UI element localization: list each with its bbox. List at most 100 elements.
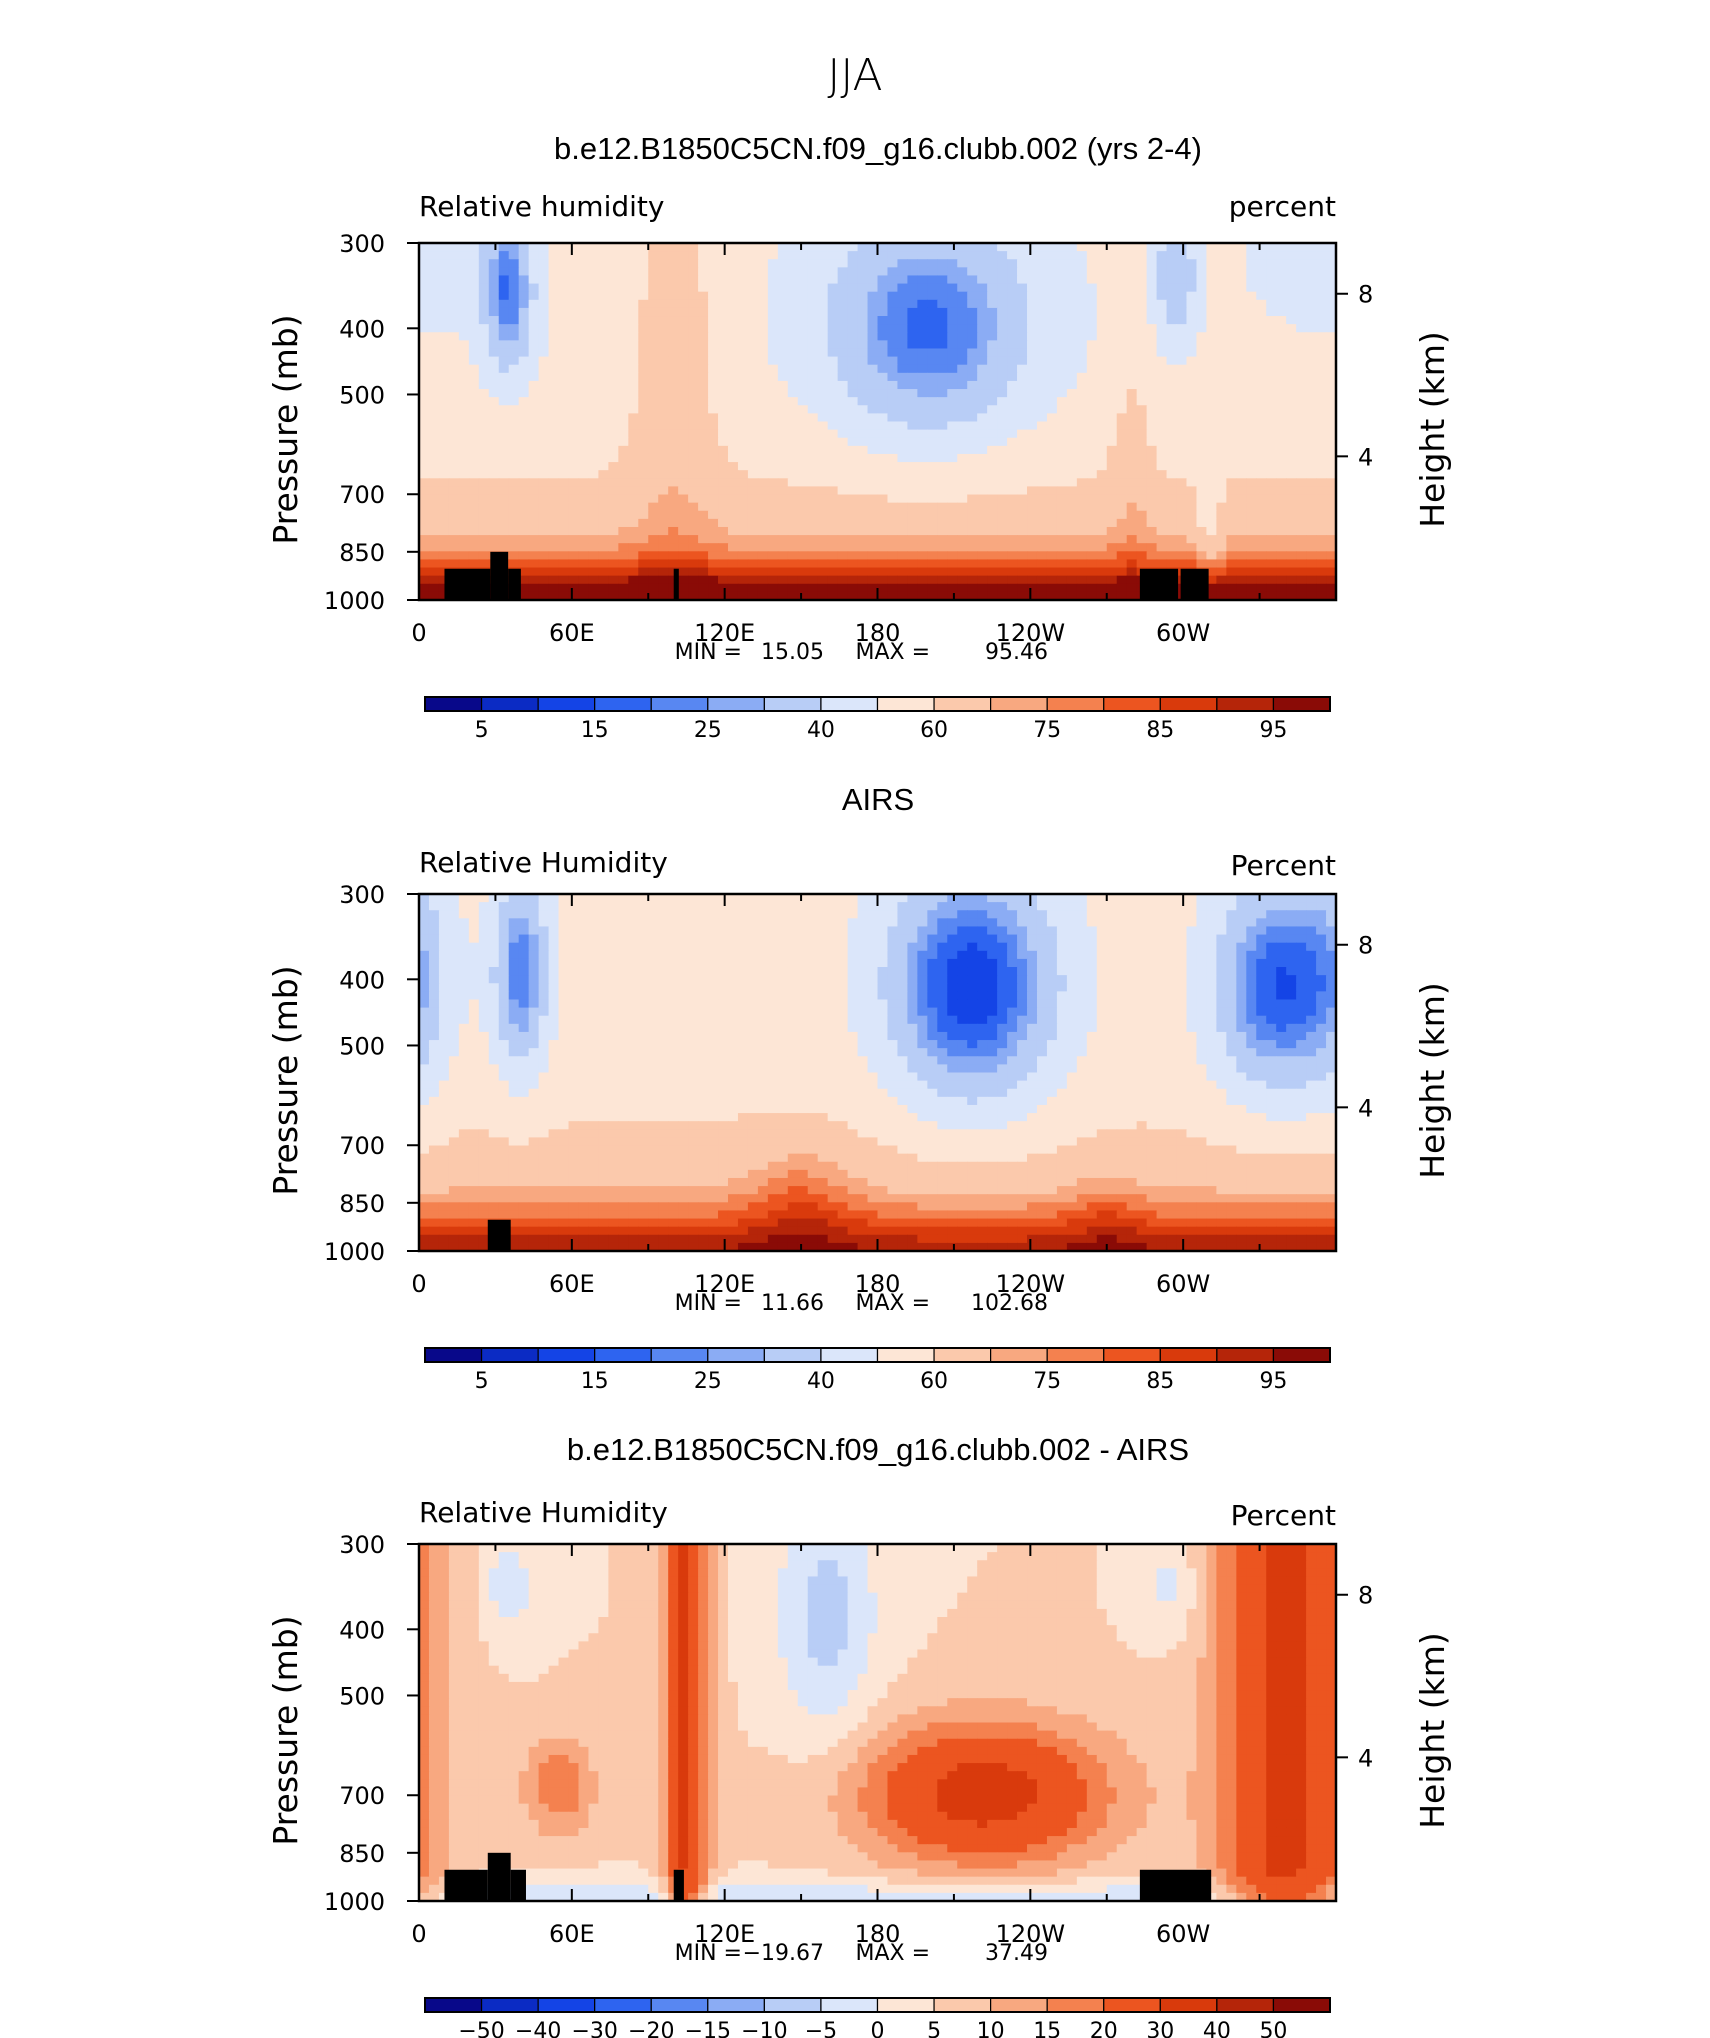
field-cell (737, 958, 749, 968)
field-cell (428, 251, 440, 260)
field-cell (977, 583, 988, 593)
field-cell (1216, 405, 1227, 414)
field-cell (658, 918, 669, 928)
field-cell (1036, 421, 1048, 431)
field-cell (638, 950, 649, 960)
field-cell (1046, 567, 1058, 577)
field-cell (1027, 526, 1038, 536)
field-cell (1116, 283, 1128, 293)
field-cell (1086, 486, 1098, 496)
field-cell (1226, 478, 1237, 488)
field-cell (508, 902, 520, 911)
field-cell (478, 478, 490, 488)
field-cell (668, 551, 679, 561)
field-cell (1106, 567, 1118, 577)
field-cell (1066, 535, 1078, 544)
field-cell (438, 259, 450, 268)
field-cell (488, 429, 500, 439)
field-cell (797, 421, 809, 431)
field-cell (538, 324, 550, 333)
field-cell (1186, 910, 1198, 919)
field-cell (1036, 348, 1048, 358)
field-cell (1066, 910, 1078, 919)
field-cell (837, 526, 849, 536)
field-cell (438, 299, 450, 309)
field-cell (488, 267, 500, 277)
field-cell (1326, 356, 1337, 366)
field-cell (1216, 535, 1227, 544)
field-cell (957, 518, 968, 528)
field-cell (857, 950, 869, 960)
field-cell (737, 535, 749, 544)
field-cell (1086, 364, 1098, 374)
field-cell (757, 502, 769, 512)
field-cell (718, 413, 729, 423)
field-cell (668, 283, 679, 293)
field-cell (817, 470, 829, 479)
field-cell (1066, 950, 1078, 960)
field-cell (608, 894, 619, 903)
field-cell (1256, 591, 1267, 601)
field-cell (548, 934, 560, 944)
field-cell (518, 967, 530, 976)
field-cell (618, 445, 629, 455)
field-cell (777, 942, 789, 952)
field-cell (718, 591, 729, 601)
field-cell (518, 575, 530, 585)
field-cell (1126, 291, 1138, 301)
field-cell (638, 389, 649, 398)
field-cell (1206, 502, 1217, 512)
field-cell (847, 267, 859, 277)
field-cell (1236, 283, 1247, 293)
field-cell (1326, 902, 1337, 911)
field-cell (1046, 510, 1058, 520)
field-cell (548, 583, 560, 593)
field-cell (1196, 535, 1208, 544)
field-cell (578, 510, 590, 520)
field-cell (1266, 551, 1277, 561)
field-cell (708, 389, 719, 398)
field-cell (927, 486, 938, 496)
field-cell (1116, 437, 1128, 447)
field-cell (568, 348, 580, 358)
field-cell (867, 332, 879, 341)
field-cell (678, 356, 689, 366)
field-cell (1236, 950, 1247, 960)
field-cell (438, 494, 450, 504)
field-cell (797, 299, 809, 309)
field-cell (658, 332, 669, 341)
field-cell (668, 510, 679, 520)
field-cell (1206, 934, 1217, 944)
field-cell (688, 259, 699, 268)
field-cell (1126, 502, 1138, 512)
field-cell (1306, 243, 1317, 252)
field-cell (997, 445, 1008, 455)
field-cell (718, 299, 729, 309)
field-cell (478, 397, 490, 406)
field-cell (777, 307, 789, 317)
field-cell (608, 437, 619, 447)
field-cell (727, 910, 739, 919)
field-cell (1096, 934, 1108, 944)
field-cell (588, 251, 600, 260)
field-cell (937, 918, 948, 928)
field-cell (807, 348, 819, 358)
field-cell (897, 958, 908, 968)
field-cell (488, 413, 500, 423)
field-cell (837, 340, 849, 350)
field-cell (1216, 332, 1227, 341)
field-cell (867, 389, 879, 398)
field-cell (498, 267, 510, 277)
field-cell (927, 902, 938, 911)
field-cell (1206, 332, 1217, 341)
field-cell (1316, 950, 1327, 960)
field-cell (1216, 526, 1227, 536)
field-cell (1166, 926, 1178, 936)
field-cell (1176, 559, 1188, 569)
field-cell (568, 413, 580, 423)
field-cell (927, 583, 938, 593)
field-cell (1017, 575, 1028, 585)
field-cell (428, 551, 440, 561)
field-cell (887, 958, 899, 968)
field-cell (538, 518, 550, 528)
